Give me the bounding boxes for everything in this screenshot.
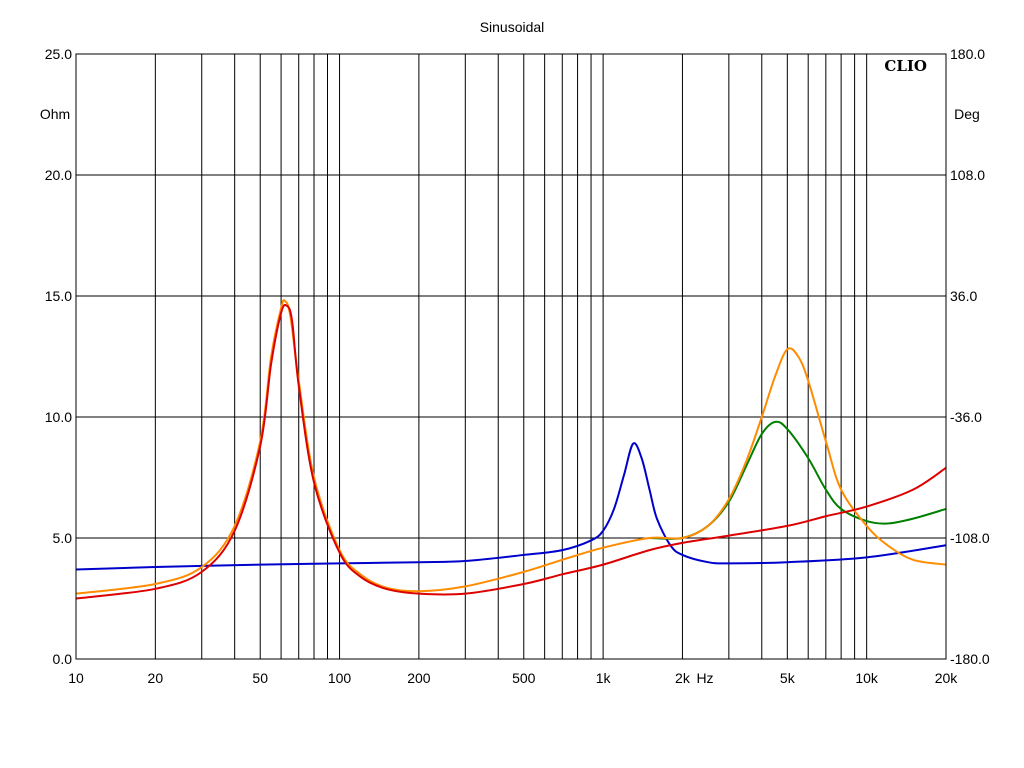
left-tick-label: 0.0 (53, 651, 73, 667)
plot-frame (75, 53, 947, 660)
left-axis-label: Ohm (40, 106, 70, 122)
right-tick-label: -36.0 (950, 409, 982, 425)
series-line-1 (75, 442, 947, 571)
chart-title: Sinusoidal (480, 19, 545, 35)
left-axis-ticks: 0.0 5.0 10.0 15.0 20.0 25.0 (45, 46, 72, 667)
x-tick-label: 5k (780, 670, 796, 686)
right-tick-label: 36.0 (950, 288, 977, 304)
x-tick-label: 100 (328, 670, 352, 686)
left-tick-label: 25.0 (45, 46, 72, 62)
series-line-4 (75, 303, 947, 600)
series-layer (75, 299, 947, 600)
left-tick-label: 10.0 (45, 409, 72, 425)
x-tick-label: 20 (148, 670, 164, 686)
x-tick-label: 50 (252, 670, 268, 686)
x-tick-label: 10 (68, 670, 84, 686)
clio-logo-text: CLIO (884, 57, 927, 75)
x-axis-unit: Hz (696, 670, 713, 686)
x-tick-label: 200 (407, 670, 431, 686)
right-tick-label: 108.0 (950, 167, 985, 183)
plot-area (76, 54, 946, 659)
grid (76, 54, 946, 659)
x-tick-label: 1k (596, 670, 612, 686)
right-tick-label: 180.0 (950, 46, 985, 62)
x-tick-label: 2k (675, 670, 691, 686)
x-axis-ticks: 10 20 50 100 200 500 1k 2k 5k 10k 20k (68, 670, 958, 686)
x-tick-label: 20k (935, 670, 959, 686)
x-tick-label: 500 (512, 670, 536, 686)
right-tick-label: -108.0 (950, 530, 990, 546)
right-axis-label: Deg (954, 106, 980, 122)
right-axis-ticks: -180.0 -108.0 -36.0 36.0 108.0 180.0 (950, 46, 990, 667)
series-line-3 (75, 299, 947, 595)
left-tick-label: 20.0 (45, 167, 72, 183)
left-tick-label: 5.0 (53, 530, 73, 546)
x-tick-label: 10k (855, 670, 879, 686)
left-tick-label: 15.0 (45, 288, 72, 304)
right-tick-label: -180.0 (950, 651, 990, 667)
